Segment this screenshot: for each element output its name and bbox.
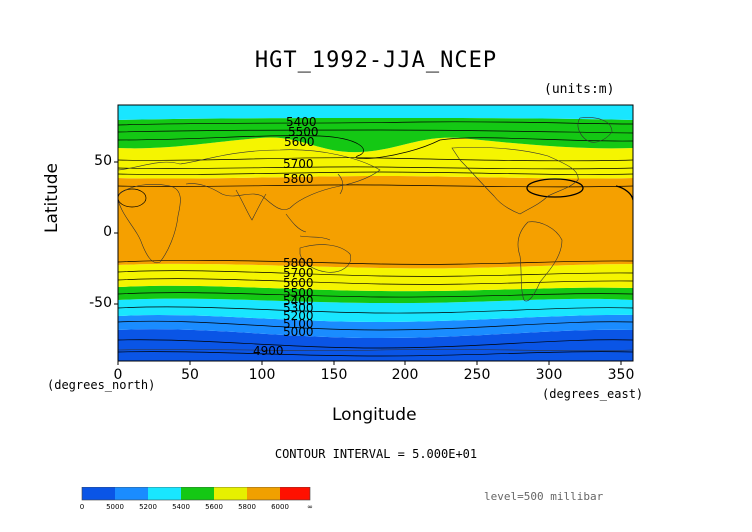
contour-label: 4900	[253, 344, 284, 358]
units-label: (units:m)	[544, 82, 615, 97]
contour-label: 5700	[283, 266, 314, 280]
contour-lines	[118, 121, 633, 357]
chart-title: HGT_1992-JJA_NCEP	[254, 48, 498, 73]
x-tick-label: 200	[391, 367, 419, 383]
colorbar	[81, 487, 311, 501]
colorbar-label: 6000	[271, 503, 289, 511]
x-tick-label: 0	[113, 367, 123, 383]
band-cyan-north	[118, 105, 633, 120]
contour-label: 5300	[283, 301, 314, 315]
colorbar-label: 5200	[139, 503, 157, 511]
contour-label: 5000	[283, 325, 314, 339]
band-green-north	[118, 118, 633, 153]
y-tick-label: -50	[89, 295, 112, 311]
x-tick-label: 100	[248, 367, 276, 383]
colorbar-label: 0	[79, 503, 85, 511]
band-yellow-south	[118, 263, 633, 292]
x-tick-label: 150	[320, 367, 348, 383]
contour-label: 5800	[283, 172, 314, 186]
y-tick-label: 50	[94, 153, 112, 169]
tick-marks	[114, 161, 622, 365]
contour-label: 5800	[283, 256, 314, 270]
x-tick-label: 50	[181, 367, 199, 383]
contour-label: 5500	[288, 125, 319, 139]
band-green-south	[118, 285, 633, 304]
y-unit-label: (degrees_north)	[47, 378, 156, 392]
colorbar-label: 5400	[172, 503, 190, 511]
x-tick-label: 350	[607, 367, 635, 383]
band-cyan-south	[118, 298, 633, 322]
y-tick-label: 0	[103, 224, 112, 240]
coastlines	[118, 117, 633, 351]
contour-label: 5400	[286, 115, 317, 129]
colorbar-label: 5600	[205, 503, 223, 511]
contour-labels: 5400 5500 5600 5700 5800 5800 5700 5600 …	[253, 115, 319, 358]
contour-label: 5100	[283, 317, 314, 331]
contour-interval-text: CONTOUR INTERVAL = 5.000E+01	[274, 447, 478, 461]
contour-label: 5500	[283, 286, 314, 300]
x-axis-label: Longitude	[332, 405, 417, 425]
band-orange-tropics	[118, 176, 633, 269]
contour-label: 5400	[283, 294, 314, 308]
x-tick-label: 300	[535, 367, 563, 383]
contour-label: 5600	[283, 276, 314, 290]
y-axis-label: Latitude	[42, 163, 62, 233]
x-unit-label: (degrees_east)	[542, 387, 644, 401]
contour-label: 5600	[284, 135, 315, 149]
x-tick-label: 250	[463, 367, 491, 383]
colorbar-label: 5000	[106, 503, 124, 511]
contour-label: 5200	[283, 309, 314, 323]
band-blue-south	[118, 314, 633, 338]
colorbar-label: ∞	[307, 503, 313, 511]
level-label: level=500 millibar	[484, 490, 604, 503]
colorbar-swatches	[81, 487, 311, 501]
contour-label: 5700	[283, 157, 314, 171]
colorbar-label: 5800	[238, 503, 256, 511]
